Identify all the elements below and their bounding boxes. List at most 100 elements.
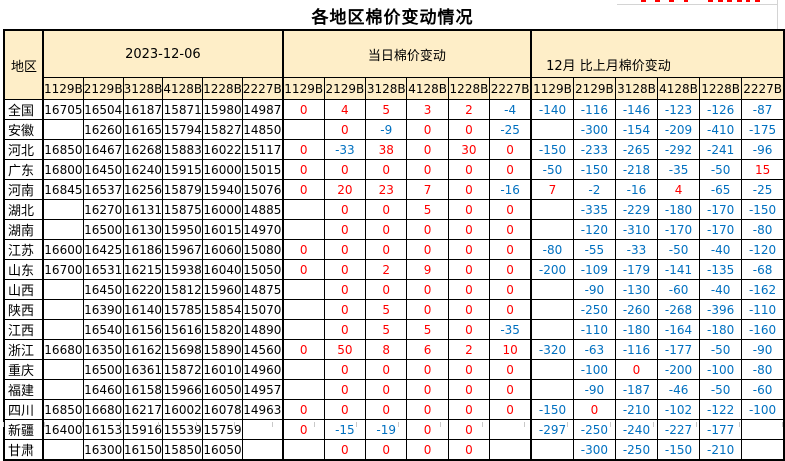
price-cell[interactable]: 16850	[41, 399, 84, 420]
monthly-change-cell[interactable]: -320	[530, 339, 574, 360]
price-cell[interactable]: 14560	[241, 339, 284, 360]
daily-change-cell[interactable]: 5	[406, 199, 449, 220]
price-cell[interactable]	[41, 119, 84, 140]
daily-change-cell[interactable]: 0	[489, 259, 532, 280]
daily-change-cell[interactable]: 0	[406, 299, 449, 320]
monthly-change-cell[interactable]: -55	[572, 239, 616, 260]
monthly-change-cell[interactable]: -116	[572, 99, 616, 120]
price-cell[interactable]: 16140	[122, 299, 164, 320]
daily-change-cell[interactable]: 0	[281, 179, 325, 200]
daily-change-cell[interactable]: 0	[406, 279, 449, 300]
price-cell[interactable]: 16131	[122, 199, 164, 220]
daily-change-cell[interactable]: 0	[281, 419, 325, 440]
price-cell[interactable]: 16040	[202, 259, 243, 280]
price-cell[interactable]: 14890	[241, 319, 284, 340]
monthly-change-cell[interactable]: -40	[699, 239, 743, 260]
price-cell[interactable]: 16220	[122, 279, 164, 300]
monthly-change-cell[interactable]: -130	[614, 279, 659, 300]
price-cell[interactable]: 16680	[41, 339, 84, 360]
region-cell[interactable]: 广东	[3, 159, 44, 180]
daily-change-cell[interactable]: 0	[447, 179, 491, 200]
monthly-change-cell[interactable]: -170	[656, 219, 701, 240]
daily-change-cell[interactable]: 0	[323, 119, 367, 140]
grade-header[interactable]: 2227B	[241, 77, 284, 100]
grade-header[interactable]: 1228B	[699, 77, 743, 100]
monthly-change-cell[interactable]: -102	[656, 399, 701, 420]
daily-change-cell[interactable]	[281, 199, 325, 220]
monthly-change-cell[interactable]: -240	[614, 419, 659, 440]
monthly-change-cell[interactable]: -16	[614, 179, 659, 200]
monthly-change-cell[interactable]: -180	[699, 319, 743, 340]
monthly-change-cell[interactable]: -80	[741, 219, 785, 240]
daily-change-cell[interactable]: 0	[447, 219, 491, 240]
daily-change-cell[interactable]	[281, 119, 325, 140]
date-group-header[interactable]: 2023-12-06	[42, 29, 284, 78]
price-cell[interactable]	[41, 219, 84, 240]
daily-change-cell[interactable]: 0	[365, 159, 408, 180]
price-cell[interactable]: 16350	[82, 339, 124, 360]
daily-change-cell[interactable]: 0	[323, 219, 367, 240]
region-cell[interactable]: 山东	[3, 259, 44, 280]
monthly-change-cell[interactable]: -180	[656, 199, 701, 220]
monthly-change-cell[interactable]	[530, 199, 574, 220]
monthly-change-cell[interactable]: -126	[699, 99, 743, 120]
price-cell[interactable]: 16467	[82, 139, 124, 160]
monthly-change-cell[interactable]: -180	[614, 319, 659, 340]
monthly-change-cell[interactable]: -170	[699, 199, 743, 220]
price-cell[interactable]: 14987	[241, 99, 284, 120]
grade-header[interactable]: 2129B	[82, 77, 124, 100]
daily-change-cell[interactable]: 0	[281, 399, 325, 420]
daily-change-cell[interactable]: 0	[323, 259, 367, 280]
monthly-change-cell[interactable]: -35	[656, 159, 701, 180]
daily-change-cell[interactable]: 0	[406, 359, 449, 380]
daily-change-cell[interactable]: 0	[281, 239, 325, 260]
monthly-change-cell[interactable]	[530, 119, 574, 140]
monthly-change-cell[interactable]: 0	[572, 399, 616, 420]
region-cell[interactable]: 甘肃	[3, 439, 44, 461]
price-cell[interactable]: 16078	[202, 399, 243, 420]
daily-change-cell[interactable]: 2	[447, 339, 491, 360]
daily-change-cell[interactable]	[281, 359, 325, 380]
region-cell[interactable]: 全国	[3, 99, 44, 120]
region-cell[interactable]: 山西	[3, 279, 44, 300]
price-cell[interactable]: 15879	[162, 179, 204, 200]
monthly-change-cell[interactable]: -123	[656, 99, 701, 120]
daily-change-cell[interactable]: 0	[489, 159, 532, 180]
daily-change-cell[interactable]: 0	[365, 239, 408, 260]
daily-change-cell[interactable]: 3	[406, 99, 449, 120]
price-cell[interactable]: 16260	[82, 119, 124, 140]
grade-header[interactable]: 4128B	[656, 77, 701, 100]
price-cell[interactable]: 14957	[241, 379, 284, 400]
monthly-change-cell[interactable]: -25	[741, 179, 785, 200]
region-cell[interactable]: 浙江	[3, 339, 44, 360]
price-cell[interactable]: 15812	[162, 279, 204, 300]
grade-header[interactable]: 1129B	[281, 77, 325, 100]
daily-change-cell[interactable]: 0	[365, 399, 408, 420]
price-cell[interactable]: 15940	[202, 179, 243, 200]
monthly-change-cell[interactable]	[530, 299, 574, 320]
monthly-change-cell[interactable]	[530, 319, 574, 340]
monthly-change-cell[interactable]: -179	[614, 259, 659, 280]
daily-change-cell[interactable]: 0	[489, 359, 532, 380]
price-cell[interactable]: 16531	[82, 259, 124, 280]
daily-change-cell[interactable]: 0	[489, 139, 532, 160]
daily-change-cell[interactable]: 0	[323, 199, 367, 220]
monthly-change-cell[interactable]: -260	[614, 299, 659, 320]
price-cell[interactable]: 15890	[202, 339, 243, 360]
monthly-change-cell[interactable]: -50	[699, 159, 743, 180]
daily-change-cell[interactable]: 0	[406, 399, 449, 420]
monthly-change-cell[interactable]	[530, 439, 574, 461]
daily-change-cell[interactable]: 0	[365, 199, 408, 220]
monthly-change-cell[interactable]	[530, 359, 574, 380]
daily-change-cell[interactable]: 0	[406, 439, 449, 461]
monthly-change-cell[interactable]: -110	[572, 319, 616, 340]
daily-change-cell[interactable]: 5	[365, 299, 408, 320]
daily-change-cell[interactable]: 0	[447, 399, 491, 420]
price-cell[interactable]: 16270	[82, 199, 124, 220]
price-cell[interactable]: 16450	[82, 279, 124, 300]
price-cell[interactable]: 15875	[162, 199, 204, 220]
daily-change-cell[interactable]: 0	[365, 219, 408, 240]
daily-change-cell[interactable]: 50	[323, 339, 367, 360]
monthly-change-cell[interactable]	[530, 279, 574, 300]
grade-header[interactable]: 2129B	[323, 77, 367, 100]
